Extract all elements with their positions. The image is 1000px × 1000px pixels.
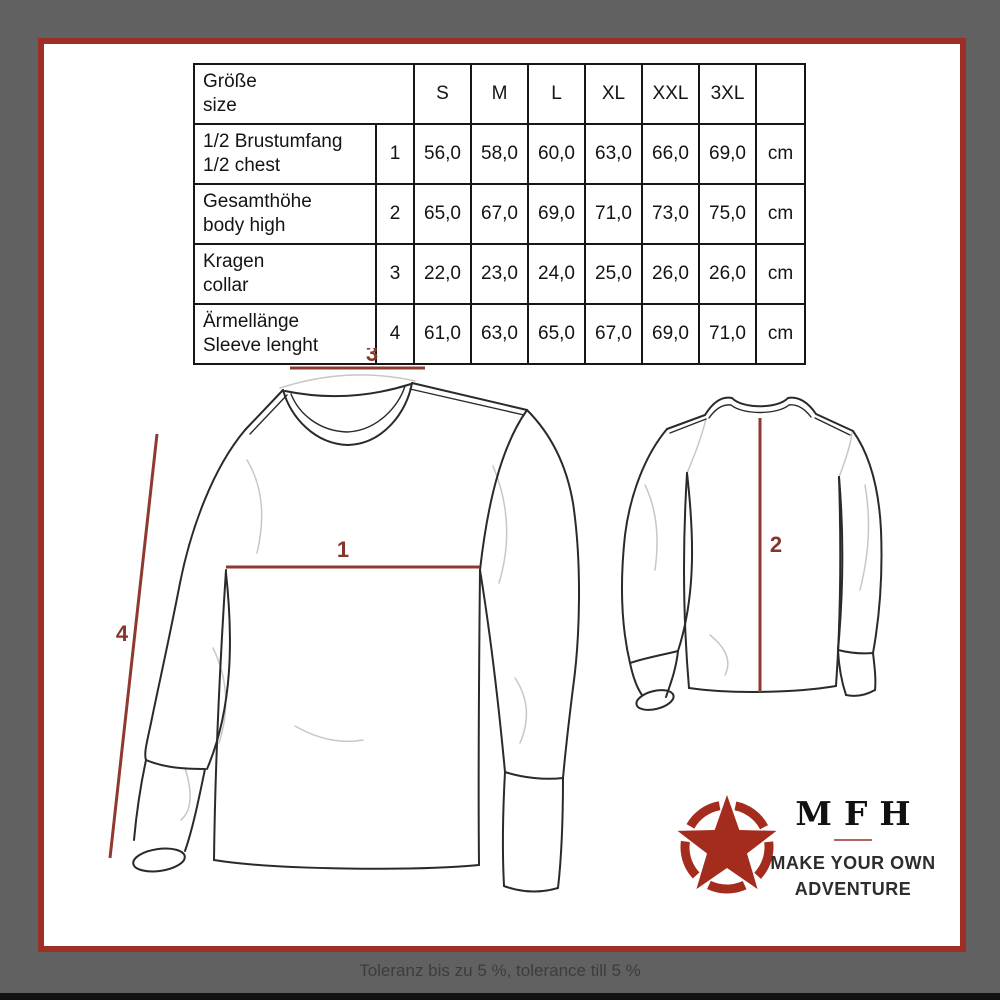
row-label-de: Ärmellänge [203,311,300,333]
brand-name: MFH [795,794,923,833]
cell-value: 25,0 [584,243,643,305]
cell-value: 65,0 [413,183,472,245]
brand-block: MFH MAKE YOUR OWN ADVENTURE [753,794,953,902]
row-label: Ärmellänge Sleeve lenght [193,303,377,365]
back-body-outline [683,472,690,689]
row-label-en: Sleeve lenght [203,335,319,356]
content-panel: Größe size S M L XL XXL 3XL 1/2 Brustumf… [38,38,966,952]
invasion-star-icon [677,795,777,894]
row-label-de: Gesamthöhe [203,191,312,213]
front-left-sleeve [144,429,246,761]
header-size-label: Größe size [193,63,415,125]
cell-unit: cm [755,303,806,365]
tolerance-note: Toleranz bis zu 5 %, tolerance till 5 % [359,961,641,980]
back-right-sleeve [852,430,883,654]
cell-value: 75,0 [698,183,757,245]
header-size-3xl: 3XL [698,63,757,125]
brand-divider [834,839,872,842]
cell-value: 58,0 [470,123,529,185]
brand-tagline-line2: ADVENTURE [794,879,912,900]
row-label-en: collar [203,275,249,296]
cell-value: 71,0 [584,183,643,245]
cell-value: 63,0 [470,303,529,365]
cell-value: 26,0 [641,243,700,305]
table-row-chest: 1/2 Brustumfang 1/2 chest 1 56,0 58,0 60… [193,123,806,185]
row-label-en: body high [203,215,286,236]
header-size-xl: XL [584,63,643,125]
row-index: 4 [375,303,415,365]
bottom-strip [0,993,1000,1000]
table-header-row: Größe size S M L XL XXL 3XL [193,63,806,125]
cell-value: 73,0 [641,183,700,245]
measure-label-collar: 3 [366,348,378,366]
table-row-bodyheight: Gesamthöhe body high 2 65,0 67,0 69,0 71… [193,183,806,245]
header-size-l: L [527,63,586,125]
table-row-collar: Kragen collar 3 22,0 23,0 24,0 25,0 26,0… [193,243,806,305]
measure-label-sleeve: 4 [116,621,129,646]
row-label: 1/2 Brustumfang 1/2 chest [193,123,377,185]
cell-value: 66,0 [641,123,700,185]
cell-value: 65,0 [527,303,586,365]
header-size-s: S [413,63,472,125]
cell-value: 61,0 [413,303,472,365]
row-index: 2 [375,183,415,245]
table-row-sleeve: Ärmellänge Sleeve lenght 4 61,0 63,0 65,… [193,303,806,365]
header-size-m: M [470,63,529,125]
cell-value: 69,0 [641,303,700,365]
cell-value: 26,0 [698,243,757,305]
row-label-en: 1/2 chest [203,155,281,176]
cell-unit: cm [755,183,806,245]
back-collar-outline [704,396,817,416]
row-index: 3 [375,243,415,305]
cell-value: 63,0 [584,123,643,185]
cell-value: 22,0 [413,243,472,305]
cell-value: 60,0 [527,123,586,185]
measure-label-bodyheight: 2 [770,532,782,557]
row-label-de: Kragen [203,251,265,273]
cell-value: 69,0 [698,123,757,185]
cell-value: 71,0 [698,303,757,365]
header-label-de: Größe [203,71,257,93]
front-collar-outline [282,382,413,446]
header-label-en: size [203,95,237,116]
cell-value: 56,0 [413,123,472,185]
row-label-de: 1/2 Brustumfang [203,131,343,153]
cell-value: 69,0 [527,183,586,245]
cell-unit: cm [755,123,806,185]
row-label: Gesamthöhe body high [193,183,377,245]
cell-value: 23,0 [470,243,529,305]
header-size-xxl: XXL [641,63,700,125]
cell-value: 24,0 [527,243,586,305]
cell-value: 67,0 [470,183,529,245]
front-right-sleeve [526,409,580,779]
measure-line-sleeve [108,433,159,859]
sweater-front-drawing: 3 1 4 [108,348,580,893]
brand-tagline-line1: MAKE YOUR OWN [770,853,936,874]
star-glyph [677,795,777,890]
sweater-back-drawing: 2 [621,396,883,711]
header-unit-cell [755,63,806,125]
cell-value: 67,0 [584,303,643,365]
front-body-outline [213,569,227,861]
measure-label-chest: 1 [337,537,349,562]
row-index: 1 [375,123,415,185]
row-label: Kragen collar [193,243,377,305]
cell-unit: cm [755,243,806,305]
back-left-sleeve [621,428,668,696]
size-table: Größe size S M L XL XXL 3XL 1/2 Brustumf… [193,63,806,365]
